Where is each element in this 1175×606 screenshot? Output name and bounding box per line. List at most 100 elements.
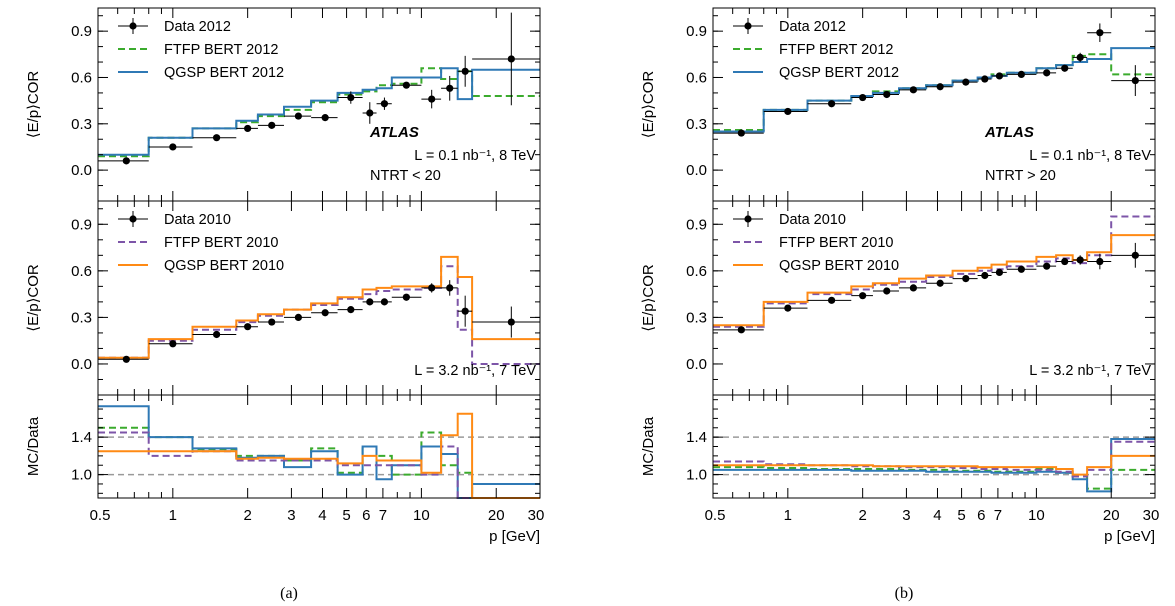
data-point [1131, 251, 1139, 259]
y-tick-label: 1.4 [686, 429, 707, 446]
legend-label: QGSP BERT 2010 [779, 258, 899, 274]
data-point [859, 93, 867, 102]
panel-a: 0.0 0.3 0.6 0.9 ⟨E/p⟩COR Data 2012 FTFP BERT 2… [25, 7, 545, 602]
data-point [380, 100, 389, 108]
x-tick-label: 3 [902, 507, 910, 524]
x-tick-label: 10 [1028, 507, 1045, 524]
data-point [1076, 53, 1084, 62]
y-tick-label: 0.9 [686, 23, 707, 40]
data-point [347, 93, 355, 102]
y-axis-label: ⟨E/p⟩COR [25, 71, 42, 139]
data-point [883, 90, 891, 99]
data-point [461, 67, 469, 75]
plot-frame [97, 394, 541, 499]
plot-frame [712, 394, 1156, 499]
x-tick-label: 20 [1103, 507, 1120, 524]
x-tick-label: 30 [1143, 507, 1160, 524]
y-tick-label: 0.3 [71, 116, 92, 133]
data-point [1043, 262, 1051, 270]
data-point [402, 293, 410, 301]
subplot-mid: 0.0 0.3 0.6 0.9 ⟨E/p⟩COR Data 2010 FTFP BERT 2… [25, 200, 541, 396]
x-tick-label: 4 [933, 507, 941, 524]
subplot-bottom: 1.0 1.4 MC/Data [25, 394, 541, 499]
series-ftfp-bert-2012-line [98, 67, 540, 158]
data-point [859, 292, 867, 300]
y-tick-label: 0.0 [71, 356, 92, 373]
y-tick-label: 0.9 [71, 216, 92, 233]
panel-caption: (a) [280, 585, 298, 602]
x-tick-label: 2 [858, 507, 866, 524]
data-point [268, 121, 276, 129]
data-point [294, 313, 302, 321]
series-qgsp-bert-2010-line [98, 412, 540, 499]
x-tick-label: 5 [957, 507, 965, 524]
series-qgsp-bert-2010-line [98, 255, 540, 359]
series-qgsp-bert-2010-line [713, 234, 1155, 327]
data-point [366, 298, 374, 306]
data-point [883, 287, 891, 295]
plot-frame [712, 7, 1156, 202]
plot-frame [97, 7, 541, 202]
panel-b: 0.0 0.3 0.6 0.9 ⟨E/p⟩COR Data 2012 FTFP BERT 2… [640, 7, 1160, 602]
x-tick-label: 7 [994, 507, 1002, 524]
data-point [268, 318, 276, 326]
data-point [122, 355, 130, 363]
y-tick-label: 0.9 [71, 23, 92, 40]
y-tick-label: 0.3 [71, 309, 92, 326]
series-ftfp-bert-2010-line [98, 431, 540, 499]
data-point [244, 124, 252, 133]
series-qgsp-bert-2012-line [713, 47, 1155, 133]
x-axis-label: p [GeV] [1104, 528, 1155, 545]
data-point [995, 72, 1004, 80]
data-point [446, 84, 454, 92]
data-point [1043, 69, 1051, 77]
data-point [981, 75, 989, 83]
data-point [380, 298, 389, 306]
data-point [321, 309, 329, 317]
y-tick-label: 0.0 [71, 162, 92, 179]
data-point [1131, 76, 1139, 85]
data-point [909, 86, 917, 94]
x-tick-label: 7 [379, 507, 387, 524]
data-point [461, 307, 469, 315]
data-point [294, 112, 302, 120]
data-point [827, 296, 836, 304]
data-point [909, 284, 917, 292]
data-point [1061, 64, 1069, 72]
legend-label: Data 2012 [779, 19, 846, 35]
data-point [1096, 257, 1104, 266]
legend-label: Data 2012 [164, 19, 231, 35]
x-tick-label: 1 [169, 507, 177, 524]
data-point [737, 326, 745, 334]
series-qgsp-bert-2012-line [713, 438, 1155, 493]
data-point [507, 318, 515, 326]
legend-label: FTFP BERT 2010 [164, 235, 278, 251]
y-axis-label: ⟨E/p⟩COR [25, 264, 42, 332]
legend-label: QGSP BERT 2012 [779, 65, 899, 81]
lumi-label: L = 0.1 nb⁻¹, 8 TeV [1029, 148, 1151, 164]
y-axis-label: MC/Data [640, 416, 657, 476]
data-point [212, 330, 221, 339]
series-qgsp-bert-2010-line [713, 454, 1155, 476]
data-point [784, 304, 792, 312]
x-tick-label: 0.5 [705, 507, 726, 524]
y-tick-label: 0.0 [686, 356, 707, 373]
data-point [936, 83, 944, 91]
x-tick-label: 2 [243, 507, 251, 524]
x-tick-label: 20 [488, 507, 505, 524]
y-axis-label: MC/Data [25, 416, 42, 476]
lumi-label: L = 3.2 nb⁻¹, 7 TeV [414, 363, 536, 379]
legend-label: QGSP BERT 2010 [164, 258, 284, 274]
y-tick-label: 0.9 [686, 216, 707, 233]
x-tick-label: 4 [318, 507, 326, 524]
x-tick-label: 6 [362, 507, 370, 524]
data-point [1017, 265, 1025, 273]
subplot-top: 0.0 0.3 0.6 0.9 ⟨E/p⟩COR Data 2012 FTFP BERT 2… [25, 7, 541, 202]
data-point [169, 340, 177, 348]
selection-label: NTRT < 20 [370, 168, 441, 184]
x-axis-label: p [GeV] [489, 528, 540, 545]
y-tick-label: 1.4 [71, 429, 92, 446]
data-point [428, 95, 436, 103]
x-tick-label: 30 [528, 507, 545, 524]
